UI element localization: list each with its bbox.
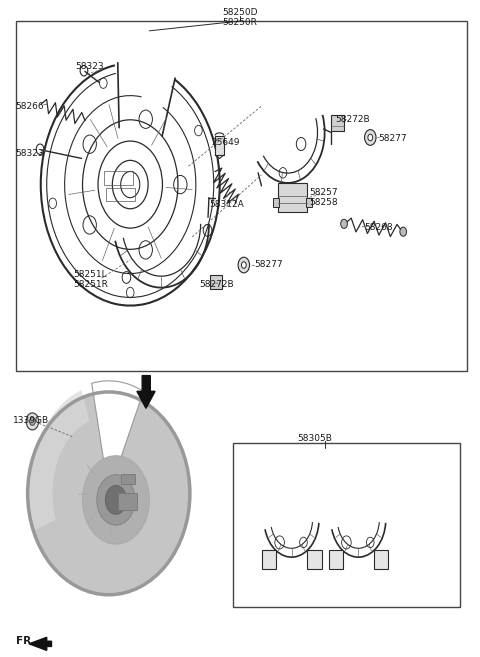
Wedge shape [92,381,144,493]
Circle shape [368,134,372,141]
Bar [274,198,279,208]
Bar [278,183,307,212]
Bar [374,551,388,568]
Bar [215,135,224,155]
Text: 58268: 58268 [364,223,393,232]
Circle shape [30,417,35,425]
Wedge shape [29,390,89,531]
Text: 58312A: 58312A [209,200,244,209]
Circle shape [26,413,38,430]
Circle shape [341,219,348,229]
Text: 58277: 58277 [378,134,407,143]
Text: 58305B: 58305B [297,434,332,443]
Circle shape [364,129,376,145]
Ellipse shape [28,392,190,595]
Text: 58257
58258: 58257 58258 [309,188,338,208]
Bar [16,21,467,371]
Bar [329,551,343,568]
Text: FR.: FR. [16,636,35,646]
Ellipse shape [97,475,135,525]
Bar [331,114,344,131]
Bar [210,275,222,289]
Text: 58272B: 58272B [336,115,370,124]
Text: 58266: 58266 [16,102,44,110]
Text: 58323: 58323 [75,62,104,72]
Ellipse shape [83,456,149,544]
Bar [107,188,135,201]
Circle shape [238,257,250,273]
Bar [306,198,312,208]
Bar [118,493,137,510]
Bar [120,474,135,484]
Circle shape [241,261,246,268]
Text: 58323: 58323 [16,148,44,158]
Text: 1339GB: 1339GB [13,416,49,424]
Text: 25649: 25649 [211,137,240,147]
Bar [104,171,132,185]
Polygon shape [29,637,51,650]
Bar [262,551,276,568]
Text: 58277: 58277 [254,260,283,269]
Text: 58251L
58251R: 58251L 58251R [73,270,108,289]
Circle shape [106,486,126,514]
Bar [233,443,459,606]
Text: 58250D
58250R: 58250D 58250R [222,8,258,28]
Text: 58272B: 58272B [199,279,234,288]
Polygon shape [137,376,155,408]
Bar [307,551,322,568]
Circle shape [400,227,407,237]
